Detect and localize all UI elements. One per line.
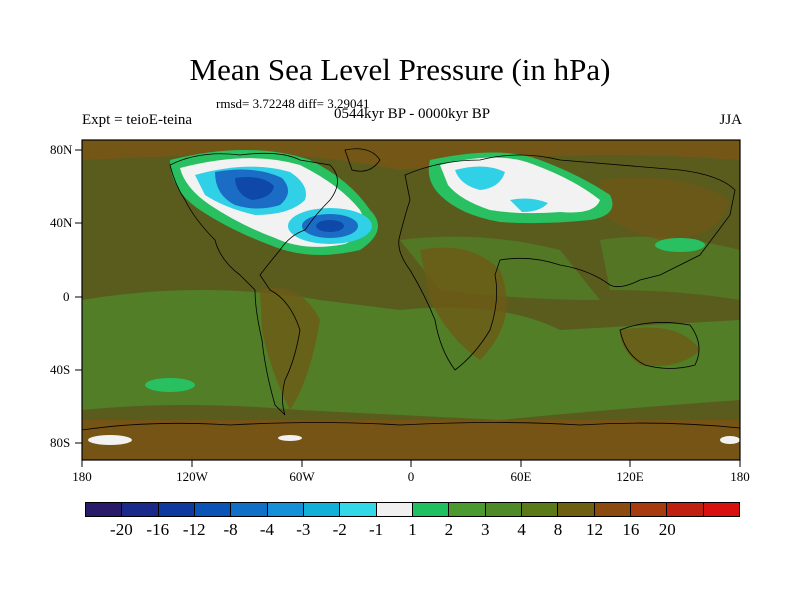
lon-label-0: 0 bbox=[407, 469, 415, 484]
atlantic-deep-blue-contour bbox=[316, 220, 344, 232]
arctic-field bbox=[82, 140, 740, 170]
antarctic-field bbox=[82, 420, 740, 460]
season-label: JJA bbox=[719, 112, 742, 128]
eu-cyan-contour-2 bbox=[510, 198, 548, 212]
lon-label-60w: 60W bbox=[289, 469, 315, 484]
colorbar-segment bbox=[412, 503, 450, 516]
colorbar-segment bbox=[122, 503, 159, 516]
colorbar-label: 3 bbox=[481, 520, 490, 539]
colorbar-label: 12 bbox=[585, 520, 603, 539]
lon-label-120e: 120E bbox=[616, 469, 644, 484]
antarctica-coastline bbox=[81, 422, 741, 431]
greenland-coastline bbox=[344, 148, 381, 172]
southern-ocean-field bbox=[82, 290, 740, 420]
eurasia-africa-coastline bbox=[398, 154, 736, 371]
colorbar-segment bbox=[86, 503, 123, 516]
asia-green-patch bbox=[655, 238, 705, 252]
lon-label-60e: 60E bbox=[510, 469, 532, 484]
colorbar-segment bbox=[267, 503, 304, 516]
colorbar-label: -20 bbox=[110, 520, 133, 539]
colorbar-segment bbox=[158, 503, 195, 516]
colorbar-label: -4 bbox=[259, 520, 275, 539]
colorbar-segment bbox=[340, 503, 377, 516]
na-deep-blue-contour bbox=[235, 177, 274, 200]
colorbar-label: 2 bbox=[444, 520, 454, 539]
south-america-field bbox=[260, 288, 320, 410]
colorbar-label: -1 bbox=[369, 520, 384, 539]
antarctic-white-patch-3 bbox=[720, 436, 740, 444]
lon-label-180e: 180 bbox=[730, 469, 750, 484]
lon-label-180w: 180 bbox=[72, 469, 92, 484]
colorbar-segment bbox=[558, 503, 595, 516]
colorbar-segment bbox=[630, 503, 668, 516]
colorbar bbox=[85, 502, 740, 517]
south-pacific-green-patch bbox=[145, 378, 195, 392]
colorbar-label: -12 bbox=[182, 520, 206, 539]
colorbar-segment bbox=[521, 503, 559, 516]
colorbar-segment bbox=[703, 503, 739, 516]
map-field bbox=[82, 140, 740, 460]
axis-ticks bbox=[75, 149, 741, 467]
eu-cyan-contour bbox=[455, 166, 505, 190]
antarctic-white-patch bbox=[88, 435, 132, 445]
asia-field bbox=[600, 177, 730, 240]
colorbar-label: 8 bbox=[553, 520, 563, 539]
period-label: 0544kyr BP - 0000kyr BP bbox=[333, 106, 491, 122]
lon-label-120w: 120W bbox=[176, 469, 208, 484]
antarctic-white-patch-2 bbox=[278, 435, 302, 441]
colorbar-label: 1 bbox=[408, 520, 417, 539]
colorbar-label: -8 bbox=[223, 520, 238, 539]
colorbar-segment bbox=[231, 503, 268, 516]
colorbar-segment bbox=[485, 503, 522, 516]
pacific-field bbox=[600, 236, 740, 300]
stats-text: rmsd= 3.72248 diff= 3.29041 bbox=[216, 96, 370, 111]
lat-label-80s: 80S bbox=[50, 435, 71, 450]
map-title: Mean Sea Level Pressure (in hPa) bbox=[189, 52, 611, 87]
lat-label-80n: 80N bbox=[50, 142, 73, 157]
africa-field bbox=[420, 247, 507, 360]
americas-coastline bbox=[169, 152, 338, 416]
colorbar-label: 4 bbox=[517, 520, 526, 539]
colorbar-segment bbox=[667, 503, 704, 516]
colorbar-segment bbox=[449, 503, 486, 516]
colorbar-label: -3 bbox=[296, 520, 311, 539]
lat-label-0: 0 bbox=[63, 289, 70, 304]
lat-label-40n: 40N bbox=[50, 215, 73, 230]
australia-coastline bbox=[619, 322, 700, 369]
colorbar-label: 20 bbox=[658, 520, 676, 539]
colorbar-segment bbox=[594, 503, 631, 516]
colorbar-segment bbox=[376, 503, 413, 516]
coastlines bbox=[81, 148, 741, 431]
colorbar-label: 16 bbox=[622, 520, 640, 539]
lat-label-40s: 40S bbox=[50, 362, 71, 377]
experiment-label: Expt = teioE-teina bbox=[82, 112, 193, 128]
colorbar-label: -2 bbox=[332, 520, 347, 539]
colorbar-label: -16 bbox=[146, 520, 170, 539]
colorbar-segment bbox=[194, 503, 232, 516]
australia-field bbox=[620, 327, 700, 366]
colorbar-segment bbox=[303, 503, 341, 516]
